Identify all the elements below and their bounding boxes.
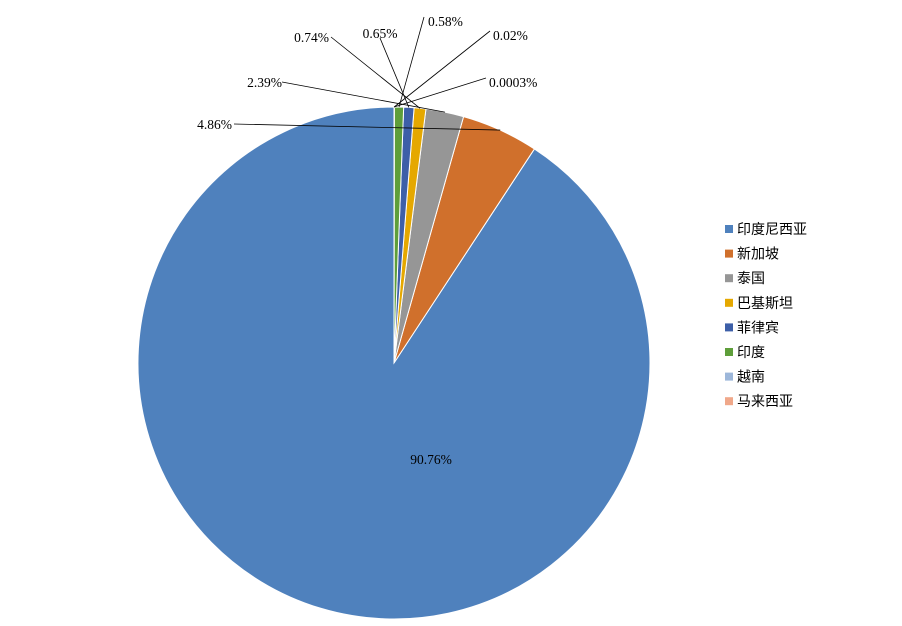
legend-label-5: 菲律宾: [737, 320, 779, 336]
data-label-1: 90.76%: [410, 452, 452, 467]
legend-swatch-3: [725, 274, 733, 283]
legend-item-5: 菲律宾: [725, 320, 779, 336]
legend-item-6: 印度: [725, 345, 765, 361]
leader-line-5: [379, 37, 410, 108]
legend-label-4: 巴基斯坦: [737, 295, 793, 312]
legend-label-7: 越南: [737, 370, 765, 386]
legend-swatch-6: [725, 348, 733, 356]
legend-item-4: 巴基斯坦: [725, 295, 793, 312]
leader-line-3: [281, 81, 445, 113]
leader-line-8: [393, 77, 487, 108]
legend-swatch-1: [725, 225, 733, 233]
leader-line-2: [233, 123, 501, 131]
legend-swatch-7: [725, 372, 733, 381]
legend-item-8: 马来西亚: [725, 394, 793, 410]
data-label-7: 0.02%: [493, 28, 528, 43]
pie-slices: [137, 106, 651, 620]
legend-item-2: 新加坡: [725, 247, 779, 263]
data-label-4: 0.74%: [294, 30, 329, 45]
leader-lines: [233, 16, 501, 131]
legend-swatch-4: [725, 298, 733, 307]
legend-swatch-5: [725, 323, 733, 332]
data-label-6: 0.58%: [428, 14, 463, 29]
data-labels: 90.76% 4.86% 2.39% 0.74% 0.65% 0.58% 0.02% 0.00…: [197, 14, 537, 467]
legend-label-6: 印度: [737, 345, 765, 361]
data-label-2: 4.86%: [197, 117, 232, 132]
legend-item-3: 泰国: [725, 271, 765, 287]
legend-label-3: 泰国: [737, 271, 765, 287]
data-label-3: 2.39%: [247, 75, 282, 90]
leader-line-4: [330, 36, 421, 109]
legend-swatch-2: [725, 249, 733, 258]
data-label-5: 0.65%: [363, 26, 398, 41]
leader-line-7: [393, 30, 491, 108]
legend-item-7: 越南: [725, 370, 765, 386]
pie-slice-1: [137, 106, 651, 620]
legend-label-2: 新加坡: [737, 247, 779, 263]
legend-swatch-8: [725, 397, 733, 406]
data-label-8: 0.0003%: [489, 75, 537, 90]
legend-item-1: 印度尼西亚: [725, 222, 807, 238]
leader-line-6: [398, 16, 425, 108]
legend-label-8: 马来西亚: [737, 394, 793, 410]
legend-label-1: 印度尼西亚: [737, 222, 807, 238]
